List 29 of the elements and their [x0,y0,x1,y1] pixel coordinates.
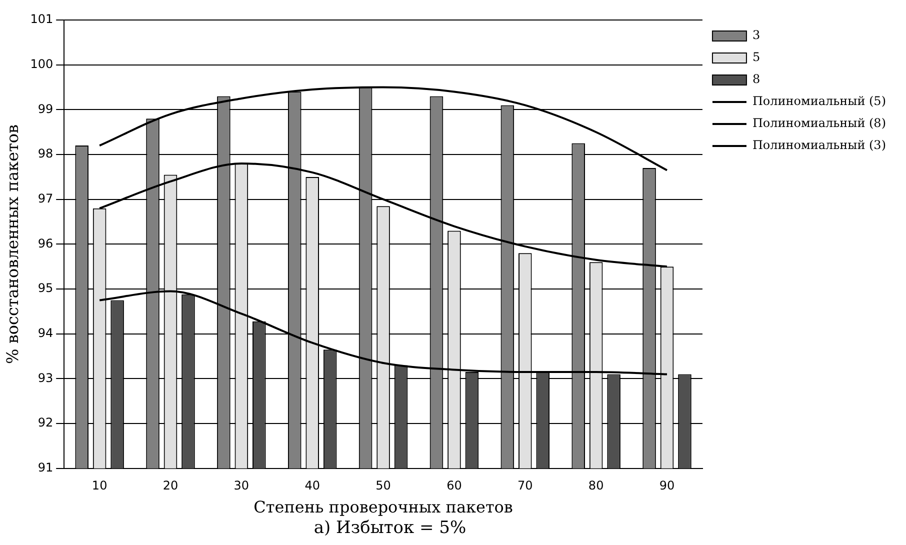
x-tick-label: 90 [659,478,675,493]
legend-label: Полиномиальный (5) [752,94,886,108]
y-axis-title: % восстановленных пакетов [2,124,22,364]
x-tick-label: 20 [162,478,178,493]
x-tick-label: 70 [518,478,533,493]
y-tick-label: 96 [38,236,54,250]
legend-label: 8 [752,72,760,86]
legend-label: 3 [752,28,760,42]
x-tick-label: 50 [376,478,391,493]
y-tick-label: 93 [38,370,54,385]
y-tick-label: 100 [30,56,54,71]
y-tick-label: 95 [38,281,54,296]
x-tick-label: 80 [588,478,604,493]
y-tick-label: 94 [38,326,54,340]
text: а) Избыток = 5% [312,518,468,538]
x-tick-label: 60 [446,478,462,493]
y-tick-label: 99 [38,102,54,116]
legend-label: 5 [752,50,760,64]
x-tick-label: 40 [304,478,320,493]
legend-label: Полиномиальный (8) [752,116,886,130]
legend-label: Полиномиальный (3) [752,138,886,152]
x-axis-title: Степень проверочных пакетов [254,498,513,517]
y-tick-label: 101 [30,12,54,26]
y-tick-label: 92 [38,416,54,430]
y-tick-label: 91 [38,460,54,475]
x-tick-label: 30 [234,478,250,493]
y-tick-label: 98 [38,146,54,161]
x-tick-label: 10 [92,478,108,493]
y-tick-label: 97 [38,191,54,206]
